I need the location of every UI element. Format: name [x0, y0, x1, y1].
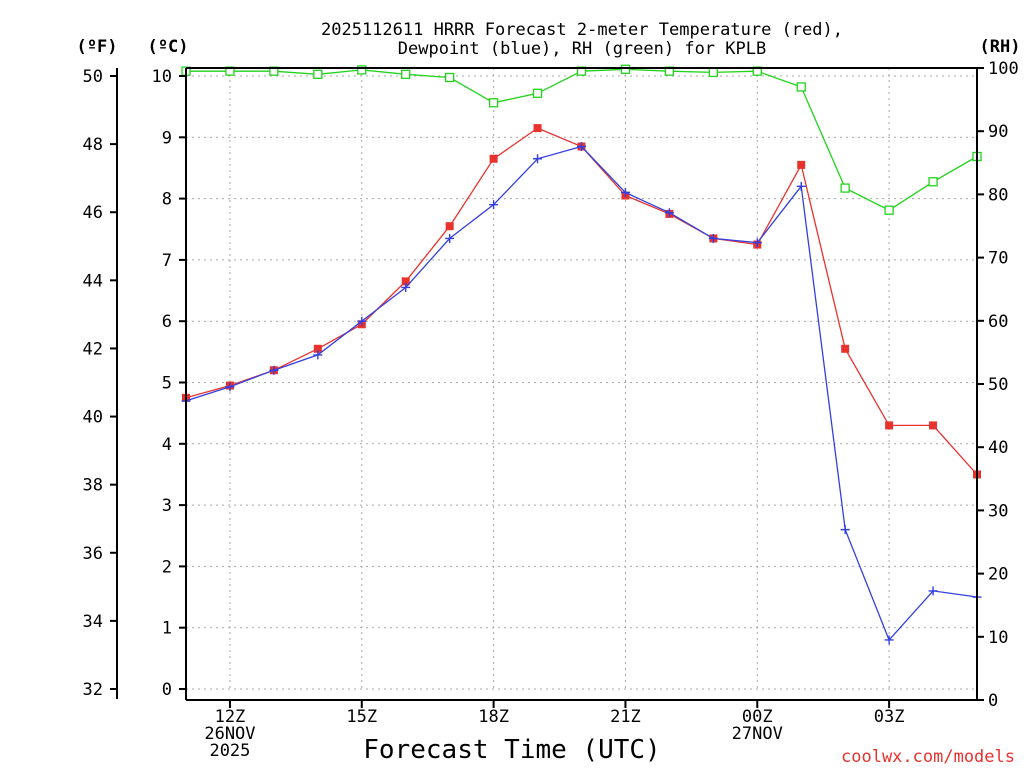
- dewpoint-point: [489, 200, 499, 210]
- rh-tick-label: 70: [988, 249, 1008, 269]
- dewpoint-point: [752, 238, 762, 248]
- rh-point: [357, 65, 367, 75]
- celsius-tick-label: 4: [162, 435, 172, 455]
- fahrenheit-tick-label: 38: [83, 476, 103, 496]
- rh-point: [884, 205, 894, 215]
- temperature-point: [885, 421, 894, 430]
- temperature-point: [401, 277, 410, 286]
- celsius-unit-label: (ºC): [148, 37, 189, 57]
- x-axis-title: Forecast Time (UTC): [363, 735, 660, 765]
- fahrenheit-tick-label: 50: [83, 67, 103, 87]
- celsius-tick-label: 5: [162, 374, 172, 394]
- celsius-tick-label: 1: [162, 619, 172, 639]
- dewpoint-point: [708, 233, 718, 243]
- dewpoint-point: [533, 154, 543, 164]
- x-tick-label: 21Z: [610, 707, 641, 727]
- temperature-point: [797, 160, 806, 169]
- fahrenheit-tick-label: 40: [83, 408, 103, 428]
- x-tick-label: 18Z: [478, 707, 509, 727]
- x-tick-label: 12Z: [215, 707, 246, 727]
- chart-axes: [110, 67, 984, 708]
- temperature-point: [489, 154, 498, 163]
- temperature-point: [929, 421, 938, 430]
- dewpoint-point: [357, 316, 367, 326]
- fahrenheit-tick-label: 42: [83, 339, 103, 359]
- rh-tick-label: 30: [988, 501, 1008, 521]
- temperature-point: [445, 222, 454, 231]
- rh-unit-label: (RH): [980, 37, 1021, 57]
- x-tick-label: 27NOV: [732, 724, 783, 744]
- rh-point: [445, 72, 455, 83]
- celsius-tick-label: 3: [162, 496, 172, 516]
- series-temperature: [182, 124, 981, 479]
- rh-tick-label: 100: [988, 59, 1019, 79]
- dewpoint-point: [620, 187, 630, 197]
- celsius-tick-label: 8: [162, 190, 172, 210]
- rh-point: [620, 64, 631, 74]
- dewpoint-point: [796, 181, 806, 191]
- celsius-tick-label: 0: [162, 680, 172, 700]
- rh-tick-label: 60: [988, 312, 1008, 332]
- dewpoint-point: [577, 141, 586, 151]
- dewpoint-point: [884, 635, 894, 645]
- series-rh: [181, 64, 982, 215]
- dewpoint-point: [664, 208, 674, 218]
- rh-tick-label: 0: [988, 691, 998, 711]
- rh-tick-label: 40: [988, 438, 1008, 458]
- tick-labels: 0123456789103234363840424446485001020304…: [83, 59, 1019, 761]
- celsius-tick-label: 9: [162, 128, 172, 148]
- data-series: [181, 64, 982, 645]
- rh-point: [313, 69, 323, 79]
- rh-tick-label: 90: [988, 122, 1008, 142]
- rh-point: [840, 183, 850, 193]
- grid-lines: [186, 68, 977, 690]
- fahrenheit-tick-label: 44: [83, 271, 103, 291]
- x-tick-label: 00Z: [742, 707, 773, 727]
- fahrenheit-tick-label: 48: [83, 135, 103, 155]
- rh-tick-label: 10: [988, 628, 1008, 648]
- source-credit: coolwx.com/models: [841, 747, 1015, 767]
- celsius-tick-label: 10: [152, 67, 172, 87]
- dewpoint-point: [401, 282, 411, 292]
- chart-title-line-2: Dewpoint (blue), RH (green) for KPLB: [398, 39, 766, 59]
- temperature-point: [533, 124, 542, 133]
- fahrenheit-tick-label: 46: [83, 203, 103, 223]
- x-tick-label: 26NOV: [204, 724, 255, 744]
- rh-point: [928, 177, 938, 187]
- x-tick-label: 15Z: [346, 707, 377, 727]
- rh-point: [796, 82, 806, 92]
- rh-tick-label: 20: [988, 565, 1008, 585]
- rh-line: [186, 68, 978, 211]
- celsius-tick-label: 6: [162, 312, 172, 332]
- fahrenheit-unit-label: (ºF): [77, 37, 118, 57]
- temperature-line: [185, 127, 978, 475]
- dewpoint-point: [225, 382, 235, 392]
- dewpoint-point: [445, 233, 455, 243]
- rh-tick-label: 80: [988, 185, 1008, 205]
- dewpoint-point: [269, 365, 279, 375]
- fahrenheit-tick-label: 34: [83, 612, 103, 632]
- temperature-point: [841, 344, 850, 353]
- celsius-tick-label: 7: [162, 251, 172, 271]
- series-dewpoint: [181, 141, 982, 645]
- rh-point: [488, 98, 499, 108]
- x-tick-label: 03Z: [874, 707, 905, 727]
- chart-title-line-1: 2025112611 HRRR Forecast 2-meter Tempera…: [321, 20, 843, 40]
- fahrenheit-tick-label: 32: [83, 680, 103, 700]
- temperature-point: [313, 344, 322, 353]
- rh-point: [708, 67, 718, 78]
- x-tick-label: 2025: [209, 741, 250, 761]
- dewpoint-point: [313, 350, 323, 360]
- dewpoint-point: [840, 525, 850, 535]
- dewpoint-point: [928, 586, 938, 596]
- rh-tick-label: 50: [988, 375, 1008, 395]
- rh-point: [401, 69, 411, 79]
- fahrenheit-tick-label: 36: [83, 544, 103, 564]
- rh-point: [532, 88, 543, 98]
- celsius-tick-label: 2: [162, 557, 172, 577]
